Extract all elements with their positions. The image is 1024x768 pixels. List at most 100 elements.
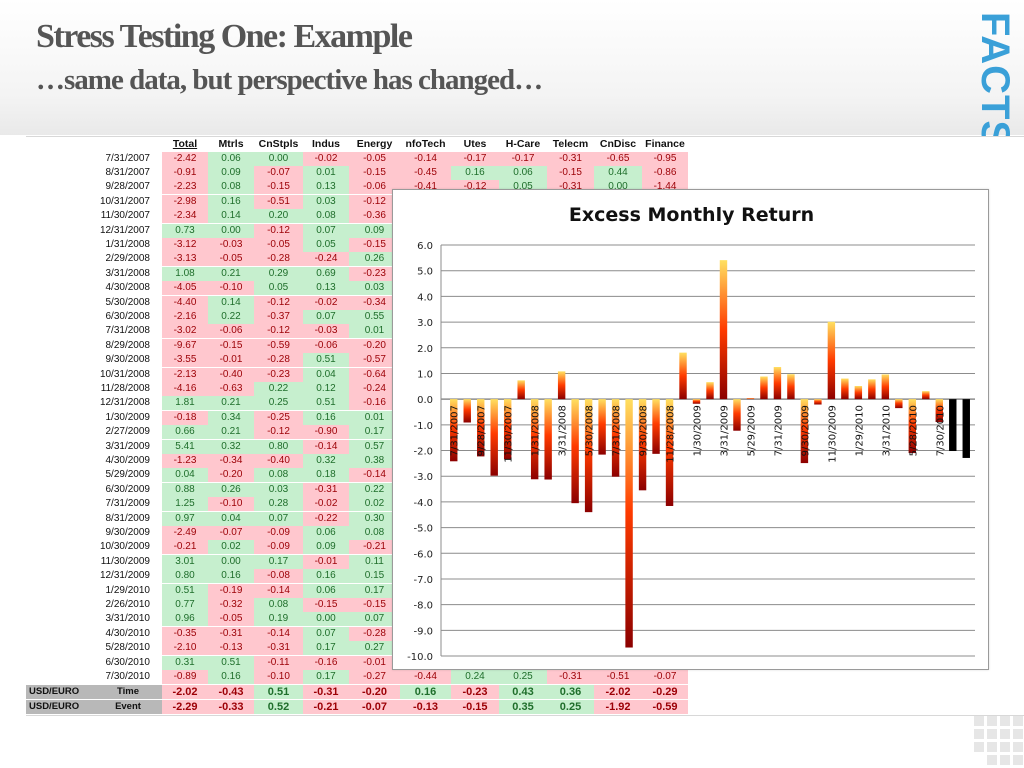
- bar-8-31-2009: [787, 374, 795, 400]
- table-cell: -0.05: [208, 252, 254, 267]
- table-cell: 0.07: [303, 626, 349, 641]
- table-cell: -0.01: [303, 554, 349, 569]
- column-header: Energy: [356, 138, 393, 150]
- table-cell: 0.38: [349, 453, 400, 468]
- row-date: 5/28/2010: [105, 642, 151, 654]
- logo-text: FACTSE: [973, 12, 1017, 138]
- bar-6-30-2009: [760, 376, 768, 400]
- summary-cell: -2.29: [162, 699, 208, 714]
- row-date: 8/31/2009: [105, 512, 151, 524]
- table-cell: -0.22: [303, 511, 349, 526]
- table-cell: 0.57: [349, 439, 400, 454]
- table-cell: -0.10: [208, 281, 254, 296]
- chart-title: Excess Monthly Return: [568, 204, 815, 226]
- row-date: 1/30/2009: [105, 411, 151, 423]
- table-cell: 0.17: [349, 583, 400, 598]
- table-cell: -0.07: [642, 669, 688, 684]
- summary-cell: -0.23: [451, 685, 499, 700]
- table-cell: -0.11: [254, 655, 303, 670]
- row-date: 10/31/2008: [99, 368, 150, 380]
- summary-cell: -0.21: [303, 699, 349, 714]
- table-cell: -0.35: [162, 626, 208, 641]
- table-cell: -0.03: [208, 237, 254, 252]
- row-date: 11/30/2009: [100, 555, 150, 567]
- y-tick-label: 3.0: [417, 318, 433, 329]
- bar-5-28-2010: [908, 399, 917, 454]
- table-cell: -0.24: [303, 252, 349, 267]
- table-cell: 0.80: [254, 439, 303, 454]
- table-cell: 0.07: [303, 309, 349, 324]
- table-cell: -9.67: [162, 338, 208, 353]
- table-cell: -0.05: [349, 151, 400, 166]
- table-cell: -0.28: [349, 626, 400, 641]
- bar-7-31-2008: [611, 399, 620, 477]
- table-cell: 0.00: [303, 612, 349, 627]
- table-cell: -0.12: [254, 425, 303, 440]
- table-cell: 0.17: [303, 669, 349, 684]
- column-header: Mtrls: [218, 138, 244, 150]
- y-tick-label: -9.0: [413, 626, 433, 637]
- table-cell: -2.98: [162, 194, 208, 209]
- table-cell: -0.13: [208, 641, 254, 656]
- row-date: 4/30/2010: [105, 627, 151, 639]
- table-cell: -0.27: [349, 669, 400, 684]
- table-cell: 0.21: [208, 396, 254, 411]
- table-cell: -0.37: [254, 309, 303, 324]
- table-cell: 0.08: [303, 209, 349, 224]
- x-tick-label: 11/30/2009: [827, 405, 838, 463]
- table-cell: -2.34: [162, 209, 208, 224]
- table-cell: 0.16: [208, 669, 254, 684]
- table-cell: 0.26: [208, 482, 254, 497]
- table-cell: 0.24: [451, 669, 499, 684]
- table-cell: 0.16: [303, 569, 349, 584]
- table-cell: 0.07: [349, 612, 400, 627]
- x-tick-label: 1/31/2008: [531, 405, 542, 456]
- x-tick-label: 7/30/2010: [935, 405, 946, 456]
- table-cell: -0.02: [303, 295, 349, 310]
- table-cell: 0.01: [303, 165, 349, 180]
- row-date: 3/31/2010: [105, 613, 151, 625]
- table-cell: -0.06: [303, 338, 349, 353]
- table-cell: 0.16: [208, 569, 254, 584]
- table-cell: 0.20: [254, 209, 303, 224]
- table-cell: 0.28: [254, 497, 303, 512]
- table-cell: -0.14: [254, 583, 303, 598]
- y-tick-label: 4.0: [417, 292, 433, 303]
- bar-12-31-2007: [517, 380, 525, 400]
- table-cell: -0.51: [254, 194, 303, 209]
- table-cell: 0.25: [499, 669, 547, 684]
- table-cell: 0.11: [349, 554, 400, 569]
- table-cell: -0.15: [547, 165, 594, 180]
- table-cell: -0.03: [303, 324, 349, 339]
- row-date: 1/31/2008: [105, 238, 151, 250]
- table-cell: -0.91: [162, 165, 208, 180]
- table-cell: -0.89: [162, 669, 208, 684]
- summary-cell: -0.31: [303, 685, 349, 700]
- table-cell: 0.77: [162, 597, 208, 612]
- y-tick-label: 6.0: [417, 241, 433, 252]
- table-cell: -1.23: [162, 453, 208, 468]
- table-cell: 0.27: [349, 641, 400, 656]
- bar-12-31-2009: [841, 378, 849, 400]
- table-cell: 0.04: [162, 468, 208, 483]
- bar-2-26-2010: [868, 379, 876, 400]
- y-tick-label: 0.0: [417, 395, 433, 406]
- table-cell: -0.06: [208, 324, 254, 339]
- table-cell: -0.09: [254, 540, 303, 555]
- table-cell: 0.02: [208, 540, 254, 555]
- x-tick-label: 9/30/2009: [800, 405, 811, 456]
- y-tick-label: -8.0: [413, 601, 433, 612]
- table-cell: 0.02: [349, 497, 400, 512]
- row-date: 12/31/2008: [99, 397, 150, 409]
- row-date: 7/31/2007: [105, 152, 151, 164]
- bar-USD-EURO-Time: [949, 399, 957, 452]
- table-cell: -0.12: [349, 194, 400, 209]
- table-cell: -0.02: [303, 497, 349, 512]
- table-cell: 0.08: [254, 597, 303, 612]
- chart-panel: Excess Monthly Return 6.0 5.0 4.0 3.0 2.0 1.0…: [392, 189, 989, 670]
- table-cell: 0.69: [303, 266, 349, 281]
- table-cell: -4.40: [162, 295, 208, 310]
- table-cell: -0.15: [303, 597, 349, 612]
- table-cell: -0.59: [254, 338, 303, 353]
- x-tick-label: 1/29/2010: [854, 405, 865, 456]
